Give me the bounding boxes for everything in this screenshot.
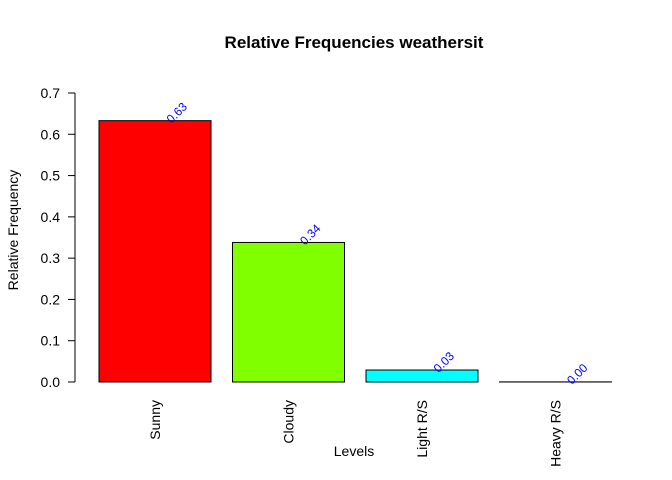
bars-group xyxy=(98,120,612,383)
data-label: 0.00 xyxy=(564,361,591,388)
y-tick-label: 0.2 xyxy=(41,291,61,307)
bar xyxy=(98,120,212,383)
y-tick-label: 0.7 xyxy=(41,85,61,101)
bar xyxy=(365,369,479,383)
x-axis-title: Levels xyxy=(334,443,374,459)
y-tick-label: 0.5 xyxy=(41,168,61,184)
bar xyxy=(232,241,345,383)
chart-title: Relative Frequencies weathersit xyxy=(225,33,484,52)
y-axis: 0.0 0.1 0.2 0.3 0.4 0.5 0.6 0.7 xyxy=(41,85,76,390)
category-label: Heavy R/S xyxy=(548,400,564,467)
data-labels-group: 0.630.340.03 0.00 xyxy=(164,99,591,387)
category-label: Light R/S xyxy=(414,400,430,458)
y-tick-label: 0.1 xyxy=(41,333,61,349)
y-tick-label: 0.6 xyxy=(41,126,61,142)
y-tick-label: 0.4 xyxy=(41,209,61,225)
y-tick-label: 0.3 xyxy=(41,250,61,266)
y-tick-label: 0.0 xyxy=(41,374,61,390)
category-labels-group: Sunny Cloudy Light R/S Heavy R/S xyxy=(147,400,564,467)
category-label: Cloudy xyxy=(281,400,297,444)
y-axis-title: Relative Frequency xyxy=(5,170,21,291)
category-label: Sunny xyxy=(147,400,163,440)
